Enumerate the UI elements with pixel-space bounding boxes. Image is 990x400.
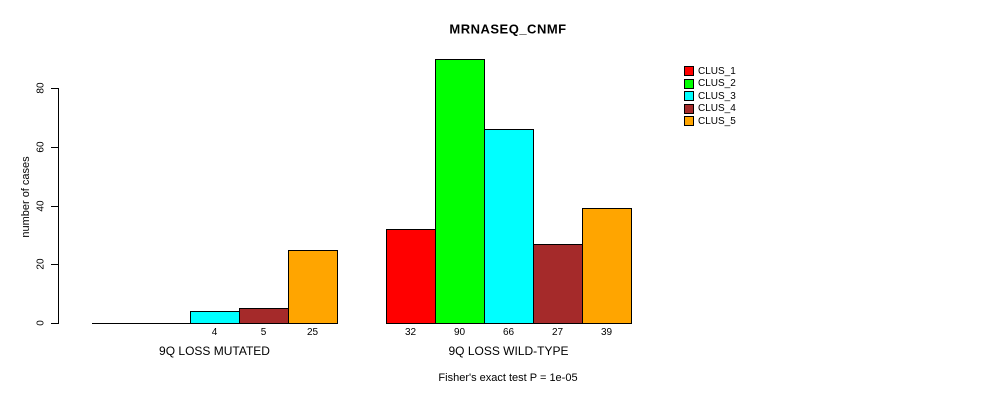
legend-item: CLUS_5 bbox=[684, 115, 736, 128]
legend-color-swatch bbox=[684, 103, 694, 114]
legend-color-swatch bbox=[684, 116, 694, 127]
y-axis-tick-label: 60 bbox=[35, 141, 47, 153]
bar-clus_1 bbox=[386, 229, 436, 324]
y-axis-tick bbox=[51, 88, 58, 89]
legend-color-swatch bbox=[684, 78, 694, 89]
bar-value-label: 66 bbox=[502, 327, 515, 338]
legend-item: CLUS_3 bbox=[684, 90, 736, 103]
bar-value-label: 32 bbox=[404, 327, 417, 338]
legend-item-label: CLUS_5 bbox=[698, 115, 736, 127]
legend: CLUS_1 CLUS_2 CLUS_3 CLUS_4 CLUS_5 bbox=[684, 65, 736, 128]
bar-clus_5 bbox=[582, 208, 632, 324]
y-axis-tick bbox=[51, 323, 58, 324]
legend-item-label: CLUS_3 bbox=[698, 90, 736, 102]
legend-color-swatch bbox=[684, 66, 694, 77]
y-axis-tick-label: 40 bbox=[35, 200, 47, 212]
x-category-label: 9Q LOSS MUTATED bbox=[159, 344, 270, 358]
y-axis-line bbox=[58, 88, 59, 324]
bar-value-label: 5 bbox=[260, 327, 267, 338]
y-axis-tick-label: 80 bbox=[35, 82, 47, 94]
y-axis-tick bbox=[51, 264, 58, 265]
legend-item-label: CLUS_1 bbox=[698, 65, 736, 77]
chart-title: MRNASEQ_CNMF bbox=[449, 21, 567, 37]
y-axis-label: number of cases bbox=[20, 156, 32, 238]
legend-item-label: CLUS_4 bbox=[698, 103, 736, 115]
bar-clus_4 bbox=[239, 308, 289, 324]
legend-item: CLUS_1 bbox=[684, 65, 736, 78]
y-axis-tick-label: 20 bbox=[35, 258, 47, 270]
bar-clus_3 bbox=[190, 311, 240, 324]
x-category-label: 9Q LOSS WILD-TYPE bbox=[448, 344, 569, 358]
bar-clus_4 bbox=[533, 244, 583, 324]
bar-value-label: 90 bbox=[453, 327, 466, 338]
legend-item-label: CLUS_2 bbox=[698, 78, 736, 90]
bar-clus_3 bbox=[484, 129, 534, 324]
legend-item: CLUS_4 bbox=[684, 103, 736, 116]
legend-item: CLUS_2 bbox=[684, 78, 736, 91]
bar-clus_5 bbox=[288, 250, 338, 324]
y-axis-tick bbox=[51, 206, 58, 207]
bar-value-label: 27 bbox=[551, 327, 564, 338]
fisher-test-annotation: Fisher's exact test P = 1e-05 bbox=[438, 372, 578, 384]
bar-value-label: 4 bbox=[211, 327, 218, 338]
y-axis-tick bbox=[51, 147, 58, 148]
bar-value-label: 39 bbox=[600, 327, 613, 338]
bar-value-label: 25 bbox=[306, 327, 319, 338]
y-axis-tick-label: 0 bbox=[35, 320, 47, 326]
legend-color-swatch bbox=[684, 91, 694, 102]
bar-clus_2 bbox=[435, 59, 485, 324]
